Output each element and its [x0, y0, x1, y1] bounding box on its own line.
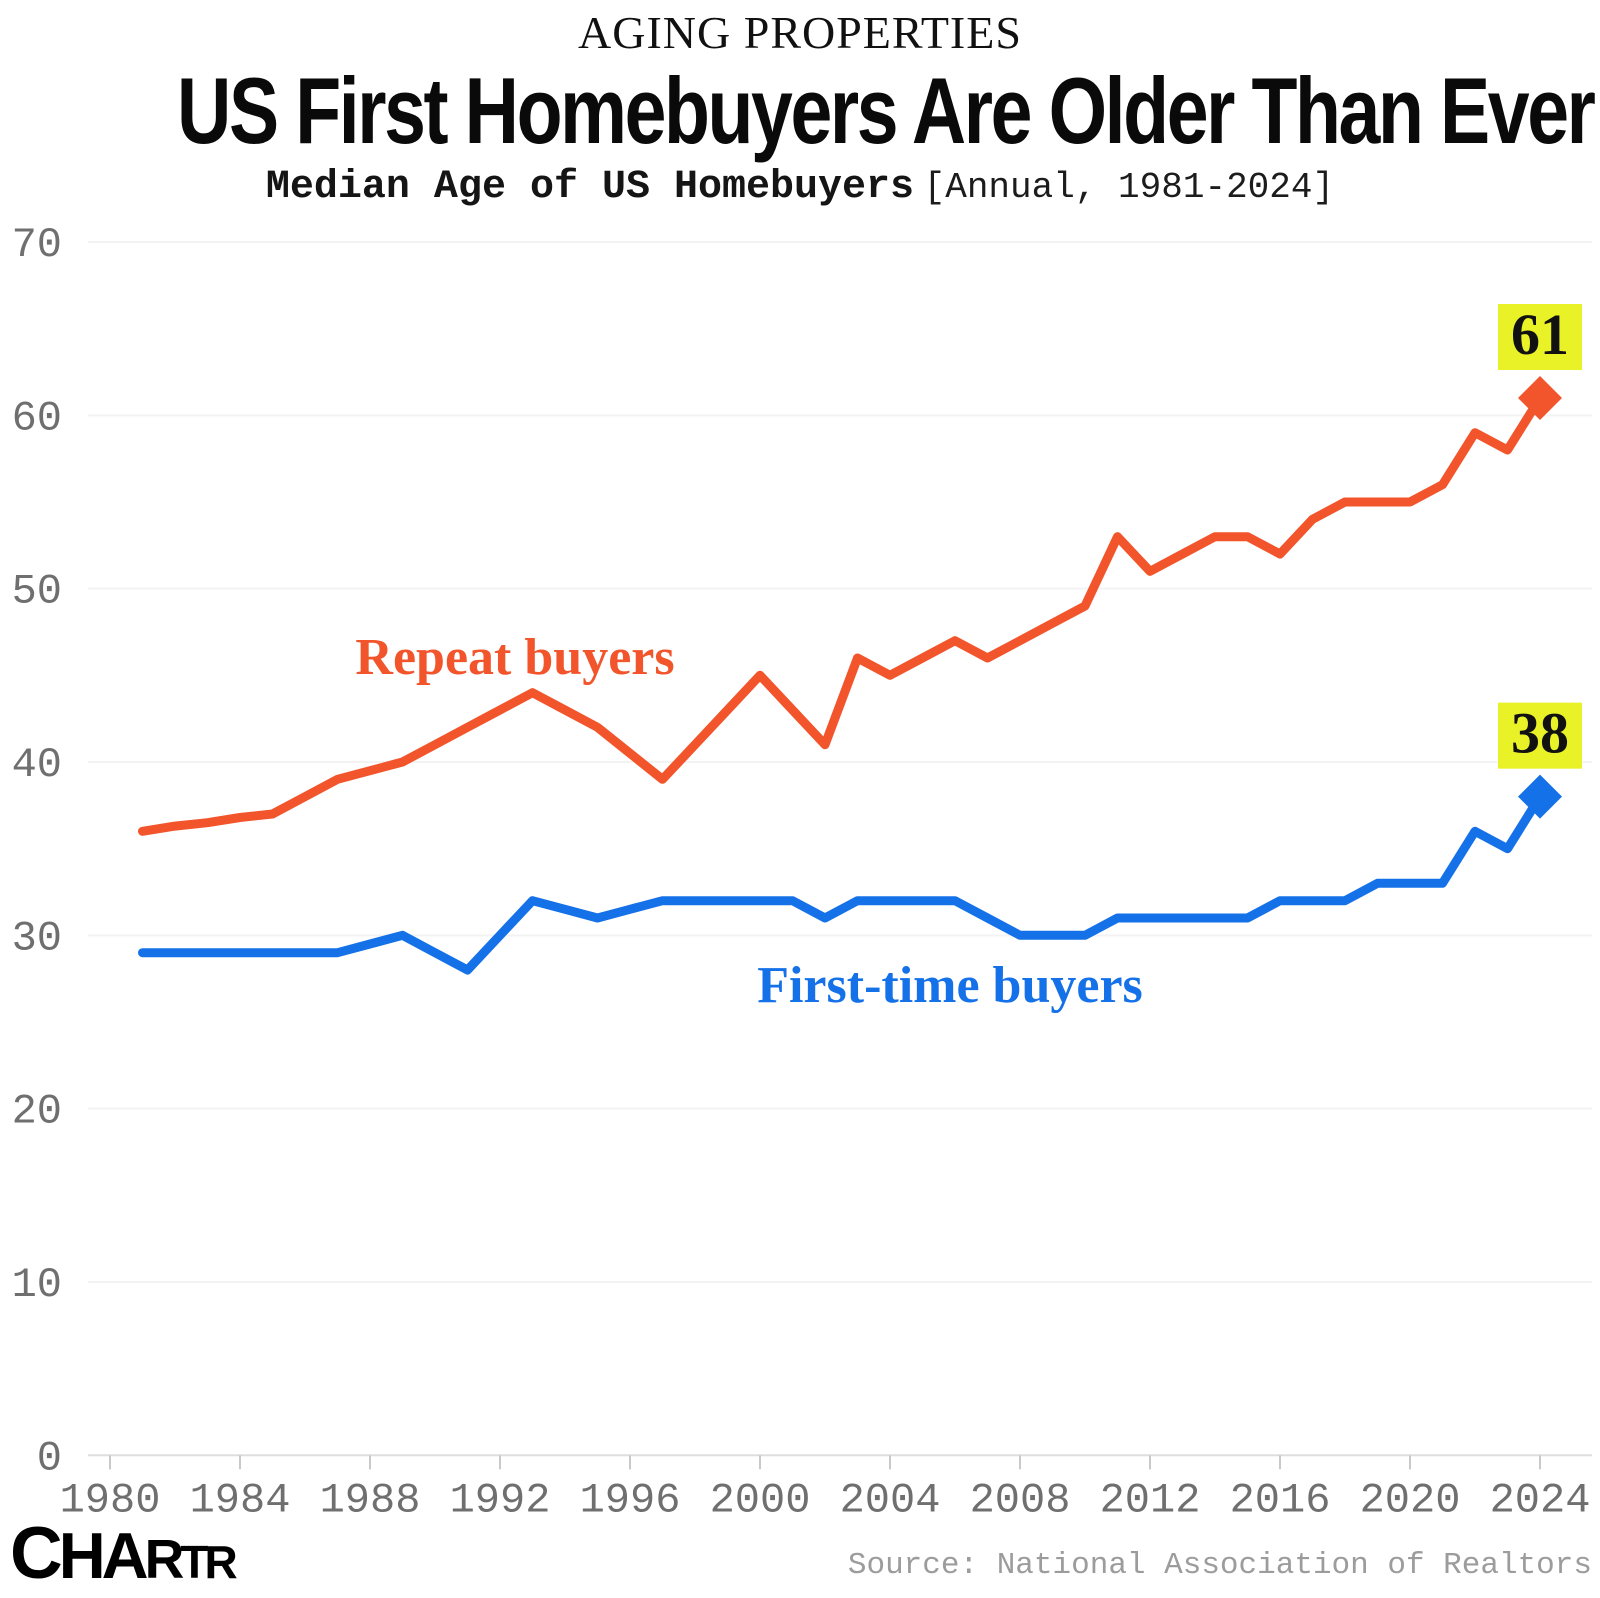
x-axis: 1980 1984 1988 1992 1996 2000 2004 2008 2012 2016… [60, 1455, 1591, 1524]
x-tick-label: 2000 [710, 1476, 811, 1524]
series-label-first_time_buyers: First-time buyers [757, 957, 1143, 1014]
badge-background [1498, 303, 1582, 370]
x-tick-label: 2024 [1490, 1476, 1591, 1524]
source-credit: Source: National Association of Realtors [847, 1548, 1592, 1583]
x-tick-label: 2020 [1360, 1476, 1461, 1524]
x-tick-label: 1992 [450, 1476, 551, 1524]
x-tick-label: 2004 [840, 1476, 941, 1524]
chartr-logo-letter: H [58, 1519, 106, 1592]
page-title: US First Homebuyers Are Older Than Ever [0, 64, 1600, 158]
y-axis-labels: 0 10 20 30 40 50 60 70 [12, 221, 62, 1482]
y-tick-label: 70 [12, 221, 62, 269]
chartr-logo-letter: A [101, 1519, 149, 1592]
y-tick-label: 20 [12, 1088, 62, 1136]
x-tick-label: 2012 [1100, 1476, 1201, 1524]
end-marker-first_time_buyers [1518, 774, 1562, 819]
x-tick-label: 1980 [60, 1476, 161, 1524]
badge-value: 61 [1511, 302, 1569, 367]
chartr-logo-letter: T [180, 1536, 208, 1588]
x-tick-label: 1996 [580, 1476, 681, 1524]
chart-subtitle: Median Age of US Homebuyers [Annual, 198… [0, 168, 1600, 208]
y-tick-label: 40 [12, 741, 62, 789]
x-tick-label: 1984 [190, 1476, 291, 1524]
x-tick-label: 2008 [970, 1476, 1071, 1524]
chartr-logo-letter: R [144, 1528, 185, 1590]
y-tick-label: 50 [12, 568, 62, 616]
y-tick-label: 60 [12, 394, 62, 442]
badge-value: 38 [1511, 701, 1569, 766]
page-title-text: US First Homebuyers Are Older Than Ever [177, 58, 1596, 163]
series-label-repeat_buyers: Repeat buyers [355, 629, 674, 686]
grid-lines [88, 241, 1592, 1457]
chartr-logo-letter: R [204, 1536, 237, 1588]
series-line-first_time_buyers [138, 792, 1545, 975]
series-line-repeat_buyers [138, 393, 1545, 836]
end-value-badge-repeat_buyers: 61 [1498, 302, 1582, 370]
y-tick-label: 0 [37, 1434, 62, 1482]
chart-subtitle-range: [Annual, 1981-2024] [923, 167, 1335, 208]
badge-background [1498, 702, 1582, 769]
end-value-badge-first_time_buyers: 38 [1498, 701, 1582, 769]
x-tick-label: 1988 [320, 1476, 421, 1524]
y-tick-label: 30 [12, 914, 62, 962]
chart-eyebrow: AGING PROPERTIES [578, 7, 1022, 58]
x-tick-label: 2016 [1230, 1476, 1331, 1524]
end-marker-repeat_buyers [1518, 375, 1562, 420]
chart-subtitle-main: Median Age of US Homebuyers [265, 165, 915, 210]
y-tick-label: 10 [12, 1261, 62, 1309]
chartr-logo-letter: C [10, 1513, 63, 1594]
